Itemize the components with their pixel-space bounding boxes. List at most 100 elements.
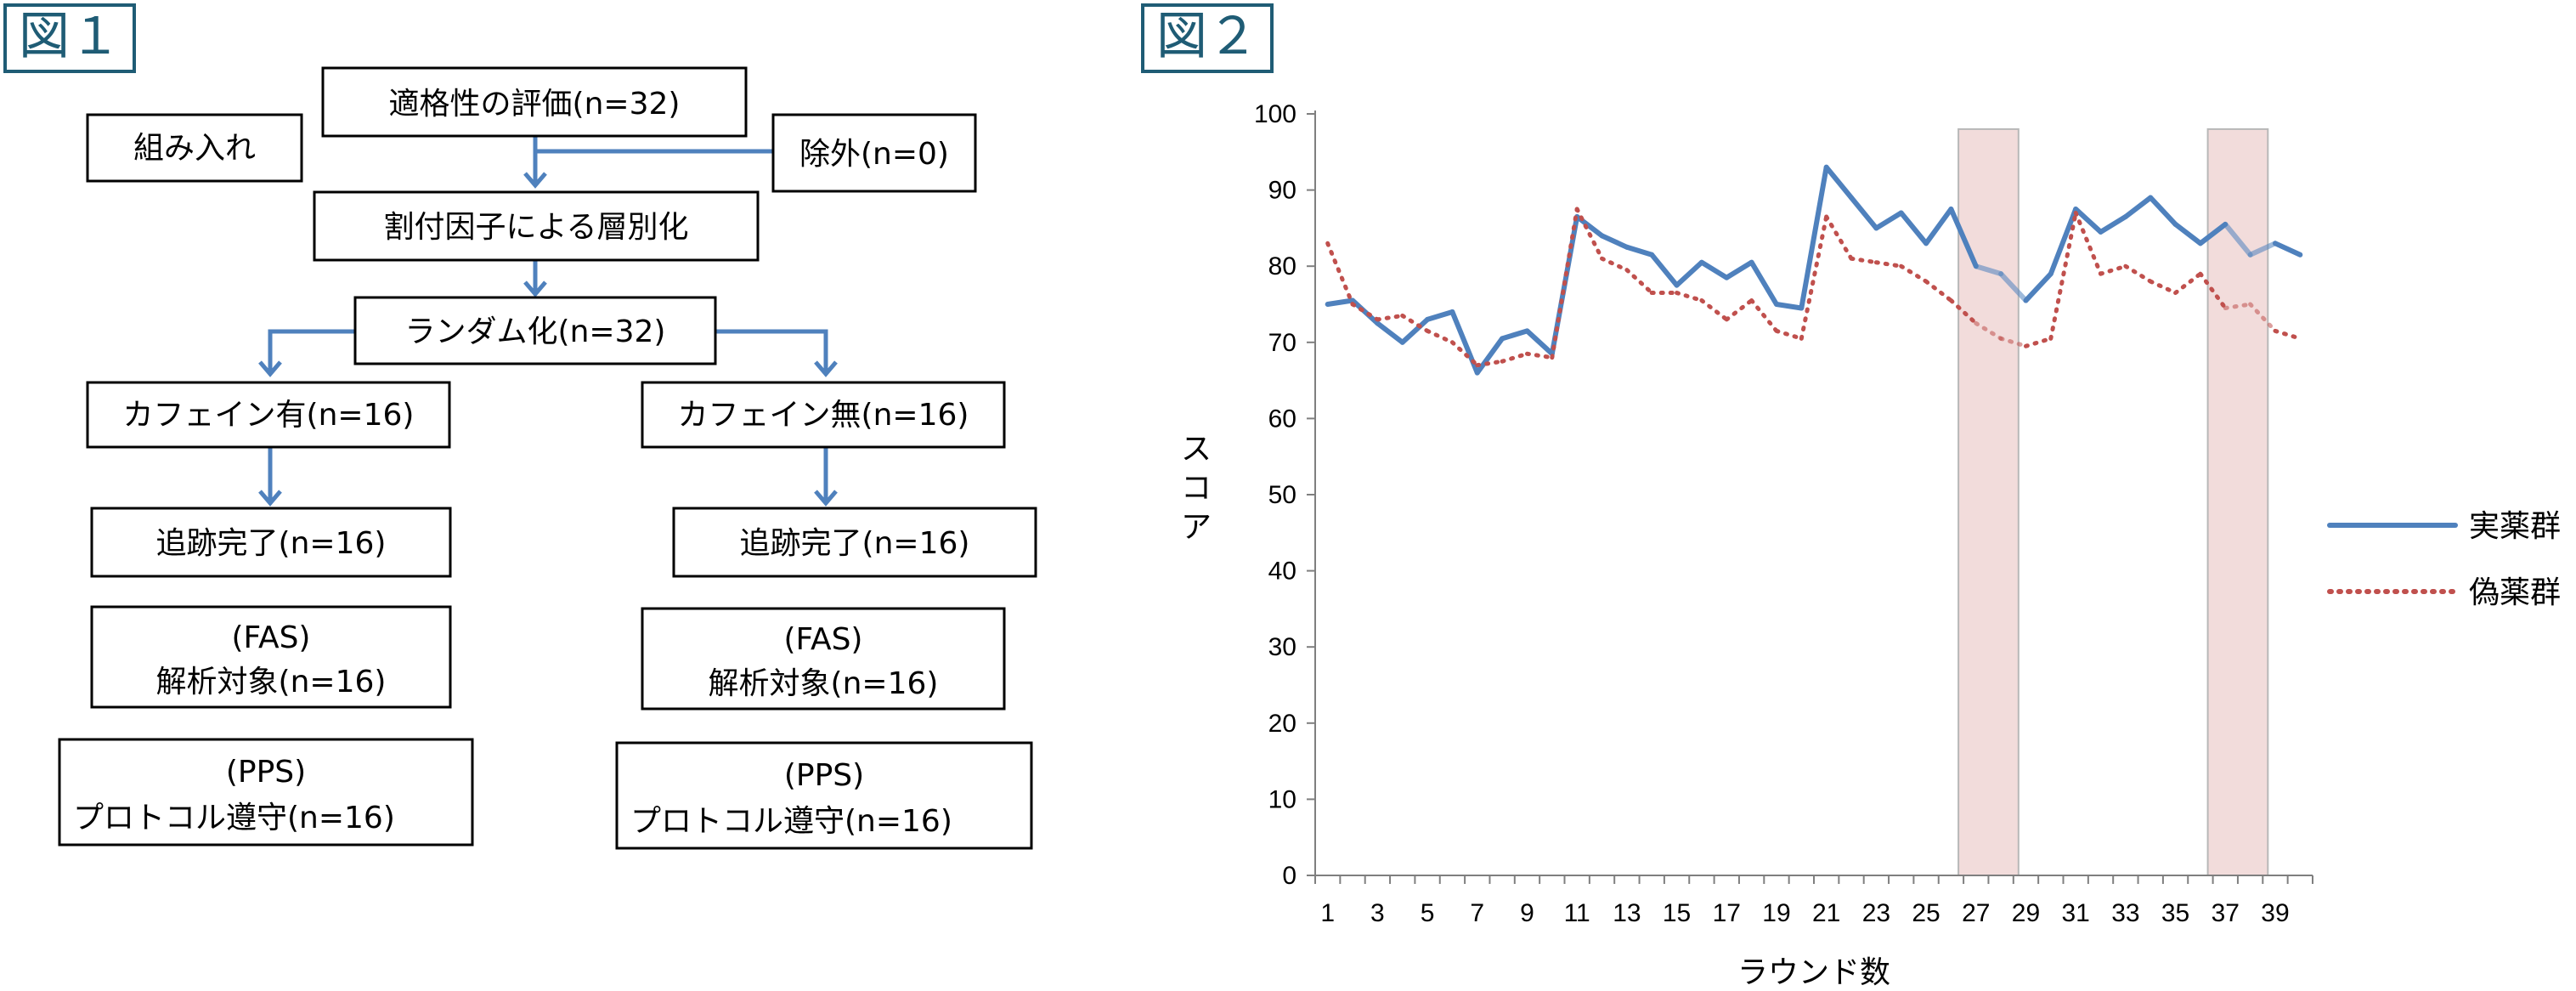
x-tick-label: 23 xyxy=(1862,899,1890,927)
series-2-segment xyxy=(2173,271,2203,296)
x-tick-label: 27 xyxy=(1962,899,1990,927)
box-followup-left: 追跡完了(n=16) xyxy=(90,507,452,578)
x-tick-label: 29 xyxy=(2012,899,2040,927)
arrowhead xyxy=(814,360,838,377)
series-2-segment xyxy=(1948,298,1979,326)
x-tick-label: 11 xyxy=(1564,899,1590,927)
series-1-segment xyxy=(1350,297,1381,326)
arrowhead xyxy=(258,490,282,507)
flow-diagram: 適格性の評価(n=32) 組み入れ 除外(n=0) 割付因子による層別化 ランダ… xyxy=(58,66,1037,850)
series-1-segment xyxy=(2098,213,2128,235)
x-tick-label: 39 xyxy=(2261,899,2289,927)
x-tick-label: 3 xyxy=(1370,899,1385,927)
y-tick-label: 30 xyxy=(1268,633,1296,661)
legend-label: 実薬群 xyxy=(2469,509,2561,544)
series-1-segment xyxy=(2023,271,2053,303)
series-2-segment xyxy=(1774,328,1804,341)
y-tick-label: 0 xyxy=(1282,862,1296,890)
box-pps-left-line2: プロトコル遵守(n=16) xyxy=(73,801,395,835)
x-tick-label: 7 xyxy=(1470,899,1484,927)
series-2-segment xyxy=(1624,268,1654,296)
x-tick-label: 15 xyxy=(1663,899,1691,927)
series-2-segment xyxy=(1375,313,1405,322)
series-2-segment xyxy=(2223,302,2253,310)
series-1-segment xyxy=(1500,328,1530,342)
series-1-segment xyxy=(1425,309,1455,322)
connector-to-caffeine-no xyxy=(715,329,828,374)
series-1-segment xyxy=(1973,263,2004,277)
series-2-segment xyxy=(1873,260,1904,269)
box-followup-right-text: 追跡完了(n=16) xyxy=(740,526,970,561)
series-2-segment xyxy=(2099,263,2128,276)
series-1-segment xyxy=(2223,221,2253,258)
chart-axes xyxy=(1307,110,2313,884)
y-tick-label: 90 xyxy=(1268,177,1296,205)
series-1-segment xyxy=(1898,210,1929,246)
series-2-segment xyxy=(1924,279,1953,303)
y-tick-label: 50 xyxy=(1268,481,1296,509)
series-1-segment xyxy=(1524,328,1555,357)
y-axis-title: スコア xyxy=(1181,432,1212,545)
series-2-segment xyxy=(1675,291,1704,303)
chart-series xyxy=(1325,164,2303,376)
box-fas-left-line2: 解析対象(n=16) xyxy=(156,665,387,699)
series-2-segment xyxy=(1998,336,2028,348)
series-2-segment xyxy=(1425,328,1455,345)
series-2-segment xyxy=(1325,241,1355,307)
series-1-segment xyxy=(2197,221,2229,246)
shaded-regions xyxy=(1957,127,2269,877)
x-tick-label: 21 xyxy=(1812,899,1840,927)
series-2-segment xyxy=(1849,256,1878,265)
x-tick-label: 19 xyxy=(1762,899,1790,927)
series-2-segment xyxy=(1574,207,1605,261)
figure2-label: 図２ xyxy=(1141,3,1274,73)
box-fas-right-line1: (FAS) xyxy=(784,622,863,657)
connector-to-caffeine-yes xyxy=(268,329,355,374)
series-1-segment xyxy=(1649,252,1680,288)
box-fas-right-line2: 解析対象(n=16) xyxy=(709,666,939,701)
series-1-segment xyxy=(1748,259,1779,307)
box-enrollment-text: 組み入れ xyxy=(133,131,256,166)
series-1-segment xyxy=(2148,195,2178,227)
x-tick-label: 25 xyxy=(1912,899,1940,927)
series-1-segment xyxy=(1325,297,1356,307)
box-followup-left-text: 追跡完了(n=16) xyxy=(156,526,387,561)
series-1-segment xyxy=(1823,164,1855,201)
series-2-segment xyxy=(2148,279,2178,296)
series-1-segment xyxy=(1698,259,1730,280)
y-tick-label: 60 xyxy=(1268,405,1296,433)
x-axis-title: ラウンド数 xyxy=(1737,955,1890,990)
figure1-label: 図１ xyxy=(3,3,136,73)
series-1-segment xyxy=(1924,207,1954,246)
box-excluded: 除外(n=0) xyxy=(771,113,977,193)
box-enrollment: 組み入れ xyxy=(86,113,303,183)
series-1-segment xyxy=(1773,302,1805,311)
box-randomization-text: ランダム化(n=32) xyxy=(405,314,666,349)
y-tick-label: 100 xyxy=(1254,100,1296,128)
legend-label: 偽薬群 xyxy=(2469,575,2561,610)
box-excluded-text: 除外(n=0) xyxy=(799,137,949,172)
box-stratification: 割付因子による層別化 xyxy=(313,190,760,262)
box-caffeine-yes: カフェイン有(n=16) xyxy=(86,381,451,449)
series-2-segment xyxy=(1824,214,1854,261)
series-1 xyxy=(1325,164,2303,376)
series-2-segment xyxy=(2123,263,2153,284)
box-pps-left-line1: (PPS) xyxy=(226,755,306,790)
series-2-segment xyxy=(1524,351,1555,360)
series-2-segment xyxy=(2198,271,2228,310)
box-pps-right-line1: (PPS) xyxy=(784,758,864,793)
series-1-segment xyxy=(1799,164,1829,311)
y-tick-label: 40 xyxy=(1268,558,1296,586)
y-tick-label: 80 xyxy=(1268,252,1296,280)
series-2-segment xyxy=(1699,298,1729,322)
series-2-segment xyxy=(2248,302,2278,333)
series-2-segment xyxy=(2073,210,2104,276)
y-tick-label: 70 xyxy=(1268,329,1296,357)
series-1-segment xyxy=(1474,336,1505,376)
series-2-segment xyxy=(1500,351,1529,364)
arrowhead xyxy=(258,360,282,377)
series-1-segment xyxy=(1724,259,1754,280)
y-axis-title-char: ス xyxy=(1181,432,1212,467)
